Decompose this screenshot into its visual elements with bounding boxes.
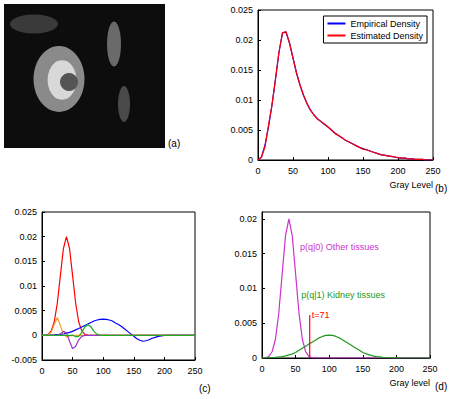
svg-text:0.015: 0.015 — [14, 256, 37, 266]
svg-text:100: 100 — [322, 364, 337, 374]
svg-text:0: 0 — [248, 155, 253, 165]
svg-text:200: 200 — [389, 364, 404, 374]
svg-text:50: 50 — [68, 366, 78, 376]
svg-text:Estimated Density: Estimated Density — [350, 31, 423, 41]
svg-text:0.02: 0.02 — [235, 35, 253, 45]
svg-text:0: 0 — [39, 366, 44, 376]
svg-text:250: 250 — [422, 364, 437, 374]
svg-text:100: 100 — [320, 166, 335, 176]
svg-text:200: 200 — [390, 166, 405, 176]
svg-text:t=71: t=71 — [312, 310, 330, 320]
svg-text:200: 200 — [157, 366, 172, 376]
svg-text:0.025: 0.025 — [230, 5, 253, 15]
svg-text:-0.005: -0.005 — [11, 355, 37, 365]
svg-text:(d): (d) — [435, 381, 447, 392]
svg-text:0.005: 0.005 — [234, 318, 257, 328]
svg-text:(a): (a) — [168, 138, 180, 149]
svg-text:50: 50 — [291, 364, 301, 374]
svg-text:0.02: 0.02 — [19, 232, 37, 242]
svg-text:0: 0 — [259, 364, 264, 374]
svg-text:0: 0 — [252, 353, 257, 363]
svg-text:Gray Level: Gray Level — [389, 180, 433, 190]
svg-text:0.01: 0.01 — [239, 283, 257, 293]
svg-text:0.01: 0.01 — [19, 281, 37, 291]
svg-text:0.02: 0.02 — [239, 214, 257, 224]
svg-text:250: 250 — [187, 366, 202, 376]
svg-text:150: 150 — [126, 366, 141, 376]
svg-text:250: 250 — [425, 166, 440, 176]
svg-text:0.015: 0.015 — [234, 249, 257, 259]
svg-text:(b): (b) — [435, 183, 447, 194]
svg-text:100: 100 — [96, 366, 111, 376]
svg-text:0.005: 0.005 — [230, 125, 253, 135]
svg-text:Empirical Density: Empirical Density — [350, 19, 420, 29]
svg-text:Gray level: Gray level — [389, 378, 430, 388]
svg-text:0: 0 — [32, 330, 37, 340]
svg-text:(c): (c) — [199, 383, 211, 394]
svg-text:50: 50 — [288, 166, 298, 176]
svg-text:0.01: 0.01 — [235, 95, 253, 105]
svg-text:0.015: 0.015 — [230, 65, 253, 75]
svg-text:150: 150 — [355, 166, 370, 176]
svg-text:p(q|1) Kidney tissues: p(q|1) Kidney tissues — [301, 290, 385, 300]
svg-text:0.005: 0.005 — [14, 306, 37, 316]
svg-text:0.025: 0.025 — [14, 207, 37, 217]
svg-text:p(q|0) Other tissues: p(q|0) Other tissues — [300, 242, 379, 252]
svg-text:0: 0 — [255, 166, 260, 176]
svg-text:150: 150 — [355, 364, 370, 374]
